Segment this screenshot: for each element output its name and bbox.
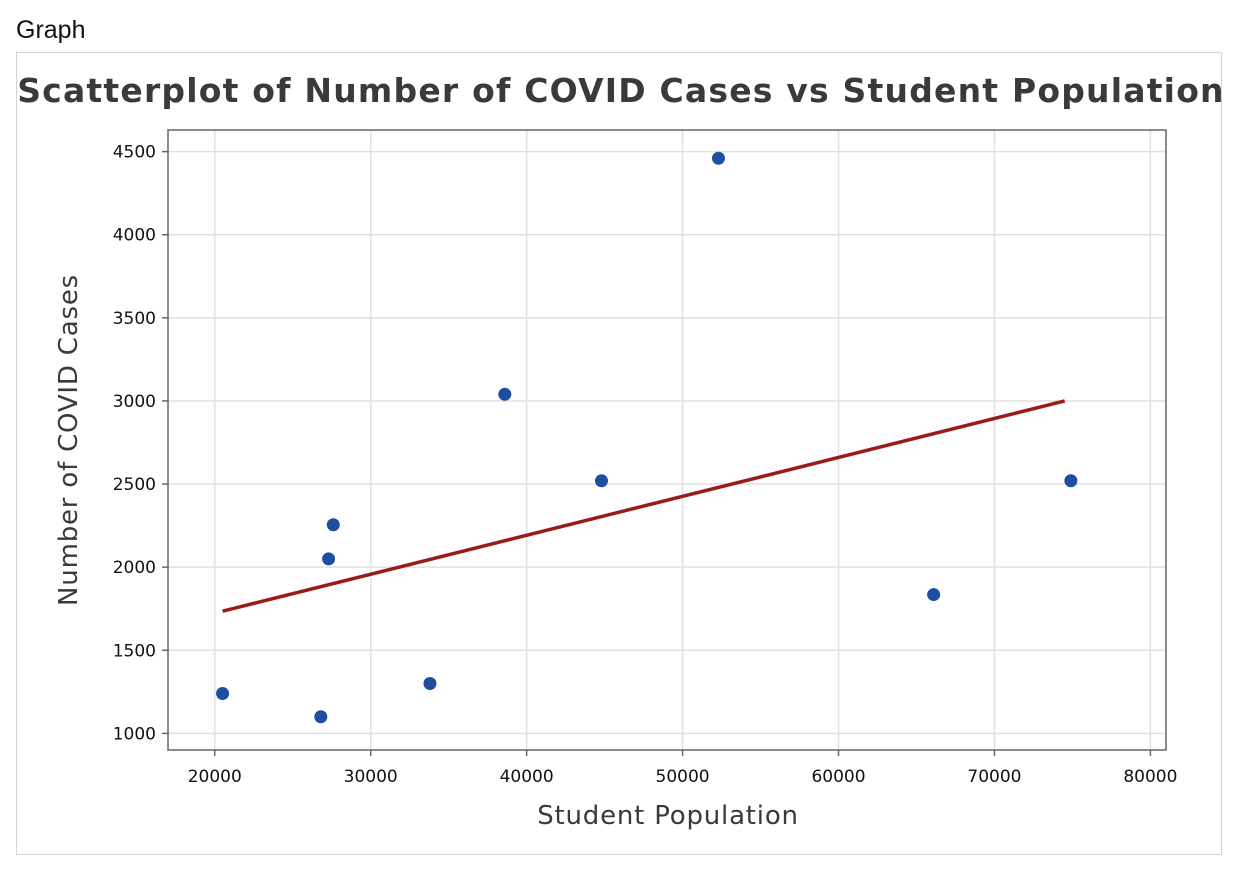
fit-line-layer — [222, 399, 1066, 613]
scatter-point — [216, 686, 230, 700]
scatter-point — [326, 518, 340, 532]
scatter-point — [314, 710, 328, 724]
y-tick-label: 3500 — [113, 309, 156, 329]
x-tick-label: 30000 — [344, 767, 398, 787]
tick-layer: 20000 30000 40000 50000 60000 70000 80000 1000 1… — [113, 143, 1178, 787]
x-tick-label: 70000 — [967, 767, 1021, 787]
scatter-point — [498, 387, 512, 401]
x-tick-label: 50000 — [656, 767, 710, 787]
scatter-point — [711, 151, 725, 165]
scatter-point — [322, 552, 336, 566]
plot-area-frame — [167, 129, 1167, 751]
x-tick-label: 80000 — [1123, 767, 1177, 787]
chart-title: Scatterplot of Number of COVID Cases vs … — [17, 71, 1225, 110]
y-axis-label: Number of COVID Cases — [54, 274, 84, 606]
chart-frame — [16, 52, 1222, 855]
x-tick-label: 60000 — [811, 767, 865, 787]
graph-window-label: Graph — [16, 16, 86, 44]
scatter-point — [1064, 474, 1078, 488]
y-tick-label: 1000 — [113, 724, 156, 744]
y-tick-label: 1500 — [113, 641, 156, 661]
scatter-point — [423, 677, 437, 691]
y-tick-label: 4000 — [113, 226, 156, 246]
point-layer — [216, 151, 1078, 724]
grid-layer — [168, 130, 1166, 750]
y-tick-label: 4500 — [113, 143, 156, 163]
scatter-point — [927, 588, 941, 602]
x-axis-label: Student Population — [537, 801, 799, 831]
y-tick-label: 2000 — [113, 558, 156, 578]
y-tick-label: 3000 — [113, 392, 156, 412]
y-tick-label: 2500 — [113, 475, 156, 495]
scatter-point — [595, 474, 609, 488]
regression-line — [222, 399, 1066, 613]
x-tick-label: 20000 — [188, 767, 242, 787]
x-tick-label: 40000 — [500, 767, 554, 787]
